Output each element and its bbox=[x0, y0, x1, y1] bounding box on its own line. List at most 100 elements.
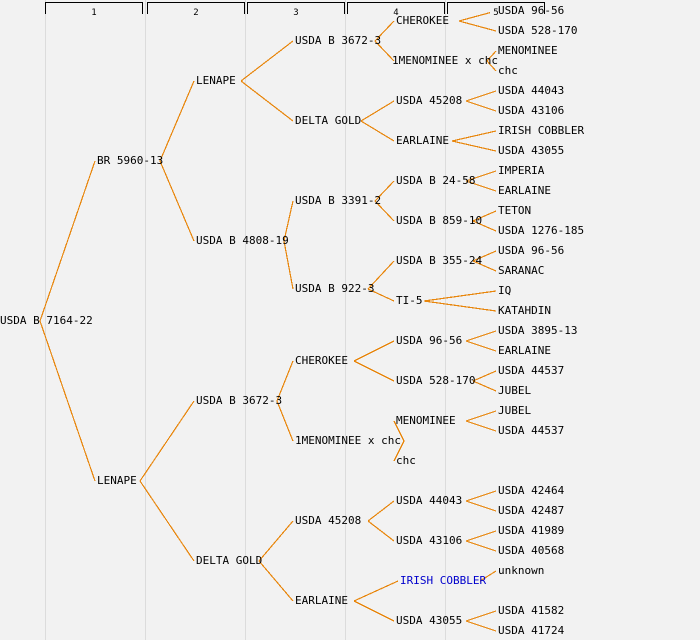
pedigree-edge bbox=[360, 120, 395, 142]
pedigree-edge bbox=[353, 360, 395, 382]
pedigree-edge bbox=[258, 560, 294, 602]
pedigree-node: IRISH COBBLER bbox=[498, 124, 585, 137]
pedigree-node: USDA 40568 bbox=[498, 544, 565, 557]
pedigree-edge bbox=[159, 160, 195, 242]
pedigree-edge bbox=[258, 520, 294, 562]
pedigree-node: USDA 44043 bbox=[396, 494, 463, 507]
pedigree-edge bbox=[465, 620, 497, 632]
generation-label: 1 bbox=[88, 8, 100, 19]
pedigree-node: 1MENOMINEE x chc bbox=[392, 54, 498, 67]
pedigree-node: BR 5960-13 bbox=[97, 154, 164, 167]
pedigree-edge bbox=[276, 400, 294, 442]
pedigree-node: USDA 96-56 bbox=[498, 244, 565, 257]
pedigree-edge bbox=[451, 140, 497, 152]
pedigree-node: chc bbox=[396, 454, 416, 467]
generation-bracket-5: 5 bbox=[447, 2, 545, 19]
pedigree-edge bbox=[465, 100, 497, 112]
pedigree-node: SARANAC bbox=[498, 264, 545, 277]
pedigree-node: USDA 43055 bbox=[396, 614, 463, 627]
pedigree-node: USDA 42487 bbox=[498, 504, 565, 517]
pedigree-node: USDA B 3391-2 bbox=[295, 194, 382, 207]
pedigree-node: USDA 44537 bbox=[498, 364, 565, 377]
pedigree-node: USDA B 859-10 bbox=[396, 214, 483, 227]
generation-label: 5 bbox=[490, 8, 502, 19]
pedigree-node: USDA 96-56 bbox=[498, 4, 565, 17]
pedigree-node: USDA B 24-58 bbox=[396, 174, 476, 187]
pedigree-node: USDA 528-170 bbox=[498, 24, 578, 37]
pedigree-node: EARLAINE bbox=[295, 594, 348, 607]
pedigree-node: KATAHDIN bbox=[498, 304, 551, 317]
generation-header: 1 2 3 4 5 bbox=[0, 0, 700, 19]
generation-separator-2 bbox=[145, 0, 146, 640]
pedigree-edge bbox=[367, 520, 395, 542]
pedigree-node: USDA B 3672-3 bbox=[295, 34, 382, 47]
generation-bracket-4: 4 bbox=[347, 2, 445, 19]
pedigree-root-node: USDA B 7164-22 bbox=[0, 314, 93, 327]
pedigree-edge bbox=[465, 530, 497, 542]
pedigree-node: USDA 42464 bbox=[498, 484, 565, 497]
pedigree-edge bbox=[353, 580, 399, 602]
pedigree-node: JUBEL bbox=[498, 384, 532, 397]
pedigree-node: IMPERIA bbox=[498, 164, 545, 177]
pedigree-node: chc bbox=[498, 64, 518, 77]
pedigree-node: USDA 44537 bbox=[498, 424, 565, 437]
pedigree-node: LENAPE bbox=[196, 74, 236, 87]
pedigree-node: USDA B 4808-19 bbox=[196, 234, 289, 247]
pedigree-edge bbox=[283, 240, 294, 290]
pedigree-node: USDA 41724 bbox=[498, 624, 565, 637]
pedigree-node: EARLAINE bbox=[498, 184, 551, 197]
pedigree-edge bbox=[423, 300, 497, 312]
generation-label: 2 bbox=[190, 8, 202, 19]
pedigree-node: MENOMINEE bbox=[498, 44, 558, 57]
generation-label: 4 bbox=[390, 8, 402, 19]
pedigree-node: 1MENOMINEE x chc bbox=[295, 434, 401, 447]
pedigree-node: TETON bbox=[498, 204, 532, 217]
pedigree-node: DELTA GOLD bbox=[196, 554, 263, 567]
generation-separator-4 bbox=[345, 0, 346, 640]
pedigree-node: USDA 45208 bbox=[396, 94, 463, 107]
pedigree-edge bbox=[465, 330, 497, 342]
pedigree-edge bbox=[472, 380, 497, 392]
pedigree-edge bbox=[367, 500, 395, 522]
pedigree-edge bbox=[39, 320, 96, 482]
pedigree-edge bbox=[139, 400, 195, 482]
pedigree-node: USDA 41989 bbox=[498, 524, 565, 537]
pedigree-edge bbox=[465, 410, 497, 422]
pedigree-node: unknown bbox=[498, 564, 545, 577]
pedigree-node: USDA B 922-3 bbox=[295, 282, 375, 295]
pedigree-edge bbox=[465, 420, 497, 432]
pedigree-edge bbox=[240, 80, 294, 122]
pedigree-node: JUBEL bbox=[498, 404, 532, 417]
pedigree-node: DELTA GOLD bbox=[295, 114, 362, 127]
pedigree-node: CHEROKEE bbox=[295, 354, 348, 367]
pedigree-node: USDA 528-170 bbox=[396, 374, 476, 387]
pedigree-node: USDA 3895-13 bbox=[498, 324, 578, 337]
pedigree-node-link[interactable]: IRISH COBBLER bbox=[400, 574, 487, 587]
pedigree-edge bbox=[39, 160, 96, 322]
pedigree-node: USDA 43106 bbox=[396, 534, 463, 547]
pedigree-edge bbox=[465, 610, 497, 622]
generation-bracket-3: 3 bbox=[247, 2, 345, 19]
pedigree-edge bbox=[472, 370, 497, 382]
pedigree-node: EARLAINE bbox=[396, 134, 449, 147]
pedigree-node: USDA 41582 bbox=[498, 604, 565, 617]
pedigree-node: USDA 44043 bbox=[498, 84, 565, 97]
pedigree-edge bbox=[240, 40, 294, 82]
pedigree-node: USDA B 3672-3 bbox=[196, 394, 283, 407]
pedigree-edge bbox=[159, 80, 195, 162]
pedigree-node: LENAPE bbox=[97, 474, 137, 487]
pedigree-edge bbox=[139, 480, 195, 562]
pedigree-node: TI-5 bbox=[396, 294, 423, 307]
pedigree-edge bbox=[353, 340, 395, 362]
generation-label: 3 bbox=[290, 8, 302, 19]
pedigree-node: USDA B 355-24 bbox=[396, 254, 483, 267]
generation-separator-3 bbox=[245, 0, 246, 640]
pedigree-edge bbox=[465, 500, 497, 512]
pedigree-node: USDA 45208 bbox=[295, 514, 362, 527]
pedigree-edge bbox=[465, 90, 497, 102]
pedigree-node: USDA 43055 bbox=[498, 144, 565, 157]
pedigree-edge bbox=[353, 600, 395, 622]
